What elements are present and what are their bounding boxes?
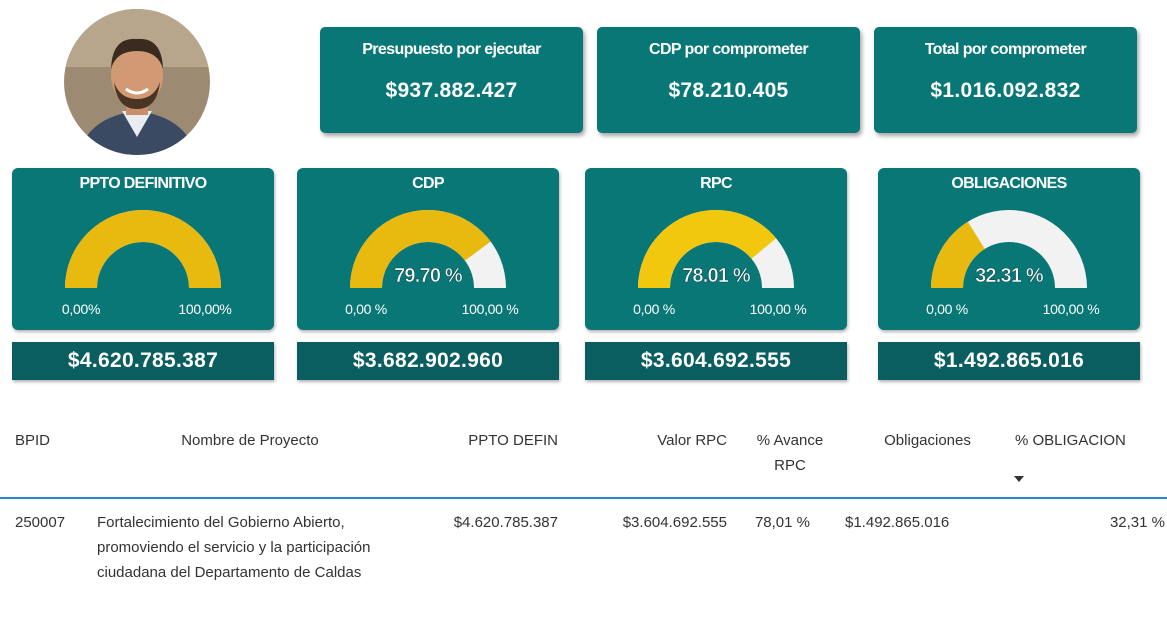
profile-photo [64, 9, 210, 155]
gauge-card: PPTO DEFINITIVO 0,00% 100,00% [12, 168, 274, 330]
column-header[interactable]: Obligaciones [884, 432, 971, 449]
column-header[interactable]: PPTO DEFIN [468, 432, 558, 449]
gauge-range-label: 0,00 % [926, 301, 968, 317]
gauge-card: RPC 78.01 % 0,00 % 100,00 % [585, 168, 847, 330]
table-cell: Fortalecimiento del Gobierno Abierto, pr… [97, 514, 371, 581]
sort-indicator[interactable] [1014, 476, 1024, 483]
column-header[interactable]: BPID [15, 432, 51, 449]
column-header[interactable]: % OBLIGACION [1015, 432, 1126, 449]
kpi-card: CDP por comprometer $78.210.405 [597, 27, 860, 133]
gauge-range-label: 100,00 % [462, 301, 519, 317]
gauge-value-arc [931, 221, 985, 288]
kpi-card: Total por comprometer $1.016.092.832 [874, 27, 1137, 133]
gauge-value-label: 79.70 % [394, 265, 463, 287]
gauge: RPC 78.01 % 0,00 % 100,00 % [633, 175, 807, 317]
gauge-range-label: 0,00 % [345, 301, 387, 317]
table-cell: $1.492.865.016 [845, 514, 950, 531]
gauge-value-label: 32.31 % [975, 265, 1044, 287]
gauge-range-label: 100,00% [178, 301, 231, 317]
kpi-title: CDP por comprometer [648, 41, 809, 58]
kpi-card: Presupuesto por ejecutar $937.882.427 [320, 27, 583, 133]
table-cell: $3.604.692.555 [622, 514, 727, 531]
kpi-title: Presupuesto por ejecutar [362, 41, 541, 58]
gauge-title: RPC [700, 175, 733, 192]
gauge-card: CDP 79.70 % 0,00 % 100,00 % [297, 168, 559, 330]
gauge-value-label: 78.01 % [682, 265, 751, 287]
gauge-total: $3.604.692.555 [585, 342, 847, 380]
gauge-title: OBLIGACIONES [951, 175, 1067, 192]
gauge-title: PPTO DEFINITIVO [79, 175, 206, 192]
table-cell: 32,31 % [1109, 514, 1165, 531]
kpi-value: $1.016.092.832 [930, 79, 1081, 102]
kpi-value: $937.882.427 [385, 79, 518, 102]
gauge-total: $4.620.785.387 [12, 342, 274, 380]
table-cell: 78,01 % [754, 514, 810, 531]
gauge-value-arc [350, 210, 491, 288]
gauge-range-label: 0,00% [62, 301, 100, 317]
gauge: CDP 79.70 % 0,00 % 100,00 % [345, 175, 519, 317]
gauge-range-label: 0,00 % [633, 301, 675, 317]
column-header[interactable]: Nombre de Proyecto [181, 432, 319, 449]
column-header[interactable]: Valor RPC [657, 432, 727, 449]
kpi-value: $78.210.405 [668, 79, 789, 102]
gauge-value-arc [65, 210, 221, 288]
gauge-range-label: 100,00 % [1043, 301, 1100, 317]
kpi-title: Total por comprometer [924, 41, 1087, 58]
table-cell: 250007 [15, 514, 66, 531]
header-divider [0, 497, 1167, 499]
column-header[interactable]: % Avance RPC [756, 432, 824, 474]
gauge-total: $1.492.865.016 [878, 342, 1140, 380]
gauge-value-arc [638, 210, 777, 288]
gauge-card: OBLIGACIONES 32.31 % 0,00 % 100,00 % [878, 168, 1140, 330]
gauge-range-label: 100,00 % [750, 301, 807, 317]
gauge: PPTO DEFINITIVO 0,00% 100,00% [62, 175, 232, 317]
gauge-title: CDP [412, 175, 445, 192]
gauge-total: $3.682.902.960 [297, 342, 559, 380]
gauge: OBLIGACIONES 32.31 % 0,00 % 100,00 % [926, 175, 1100, 317]
table-cell: $4.620.785.387 [453, 514, 558, 531]
